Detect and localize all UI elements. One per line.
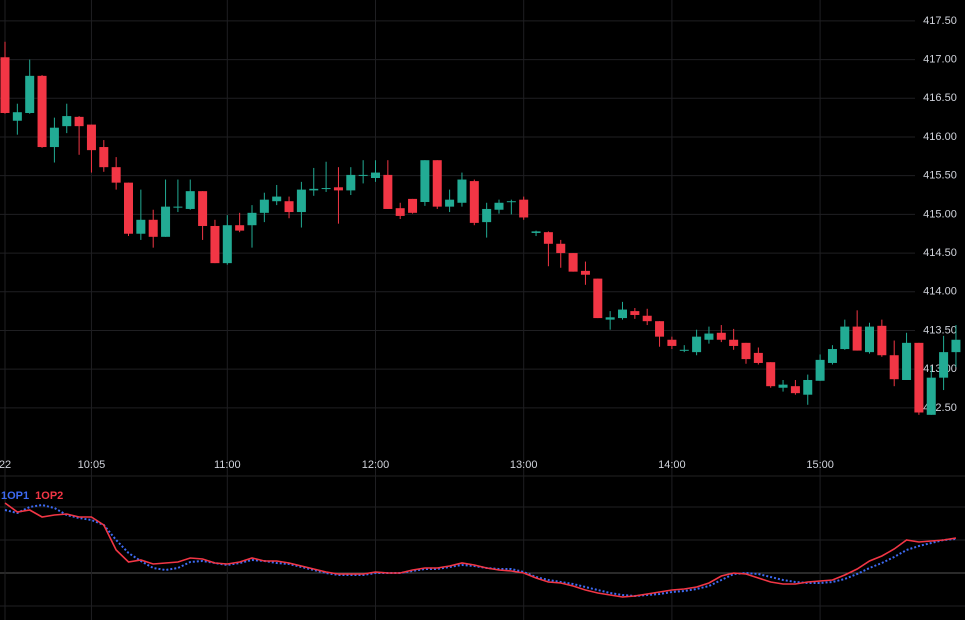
- x-tick-label: 22: [0, 459, 11, 471]
- candle-body: [445, 199, 455, 207]
- candle-body: [543, 232, 553, 244]
- candle-body: [902, 342, 912, 380]
- candle-body: [556, 243, 566, 254]
- candle-body: [432, 160, 442, 207]
- x-tick-label: 12:00: [362, 459, 390, 471]
- candle-body: [12, 112, 22, 121]
- y-tick-label: 416.50: [923, 92, 957, 104]
- candle-body: [259, 199, 269, 213]
- candle-body: [852, 326, 862, 351]
- candle-body: [395, 208, 405, 216]
- y-tick-label: 417.50: [923, 15, 957, 27]
- candle-body: [74, 116, 84, 127]
- candle-body: [519, 199, 529, 218]
- candle-body: [371, 172, 380, 178]
- candle-body: [655, 321, 665, 337]
- candle-body: [247, 212, 257, 226]
- candle-body: [482, 208, 492, 223]
- candle-body: [877, 325, 887, 356]
- candle-body: [630, 311, 640, 315]
- candle-body: [692, 336, 702, 353]
- candle-body: [309, 188, 319, 191]
- candle-body: [568, 253, 578, 272]
- y-tick-label: 415.00: [923, 208, 957, 220]
- candle-body: [222, 225, 232, 264]
- candle-body: [49, 127, 59, 148]
- candle-body: [210, 225, 220, 264]
- candle-body: [457, 179, 467, 203]
- candle-body: [358, 174, 368, 176]
- candle-body: [124, 182, 133, 234]
- candle-body: [25, 75, 35, 113]
- legend-label: 1OP1: [1, 490, 29, 502]
- candle-body: [296, 189, 306, 213]
- legend-label: 1OP2: [35, 490, 63, 502]
- candle-body: [827, 349, 837, 363]
- candle-body: [741, 342, 751, 360]
- candle-body: [704, 333, 714, 340]
- candle-body: [272, 196, 282, 202]
- candle-body: [99, 147, 109, 168]
- y-tick-label: 417.00: [923, 53, 957, 65]
- x-tick-label: 10:05: [78, 459, 106, 471]
- candle-body: [865, 326, 874, 353]
- candle-body: [889, 355, 899, 380]
- candle-body: [951, 339, 961, 353]
- candle-body: [803, 379, 813, 395]
- y-tick-label: 414.00: [923, 286, 957, 298]
- candle-body: [729, 339, 739, 346]
- candle-body: [111, 167, 121, 183]
- candle-body: [778, 384, 788, 388]
- x-tick-label: 11:00: [214, 459, 241, 471]
- candle-body: [173, 206, 183, 208]
- candle-body: [161, 206, 171, 237]
- candle-body: [383, 174, 393, 209]
- y-tick-label: 414.50: [923, 247, 957, 259]
- candle-body: [926, 377, 936, 415]
- candle-body: [420, 160, 430, 202]
- candle-body: [284, 201, 294, 213]
- candle-body: [790, 386, 800, 394]
- candle-body: [506, 201, 516, 203]
- candle-body: [939, 352, 949, 378]
- candle-body: [333, 187, 343, 191]
- candle-body: [605, 317, 615, 320]
- candle-body: [148, 219, 158, 237]
- candle-body: [766, 362, 776, 387]
- candle-body: [198, 191, 208, 226]
- candle-body: [346, 174, 356, 191]
- candle-body: [618, 309, 627, 319]
- candle-body: [62, 116, 72, 127]
- candle-body: [86, 124, 96, 151]
- y-tick-label: 415.50: [923, 170, 957, 182]
- x-tick-label: 14:00: [658, 459, 686, 471]
- candle-body: [37, 75, 47, 148]
- candle-body: [235, 225, 245, 231]
- candle-body: [667, 339, 677, 346]
- candle-body: [815, 359, 825, 381]
- candle-body: [0, 57, 10, 113]
- candle-body: [469, 181, 479, 223]
- candle-body: [136, 219, 146, 234]
- x-tick-label: 15:00: [806, 459, 834, 471]
- candle-body: [494, 202, 504, 210]
- indicator-line: [4, 502, 957, 598]
- candle-body: [716, 332, 726, 340]
- candle-body: [321, 188, 331, 190]
- candle-body: [185, 191, 195, 209]
- indicator-line: [4, 503, 957, 598]
- candle-body: [642, 315, 652, 322]
- candle-body: [679, 349, 689, 351]
- candle-body: [580, 270, 590, 275]
- candle-body: [408, 198, 418, 213]
- y-tick-label: 413.50: [923, 324, 957, 336]
- candle-body: [753, 352, 763, 363]
- x-tick-label: 13:00: [510, 459, 538, 471]
- candle-body: [531, 231, 541, 233]
- candle-body: [840, 326, 850, 350]
- y-tick-label: 416.00: [923, 131, 957, 143]
- candle-body: [914, 342, 924, 413]
- candle-body: [593, 278, 603, 319]
